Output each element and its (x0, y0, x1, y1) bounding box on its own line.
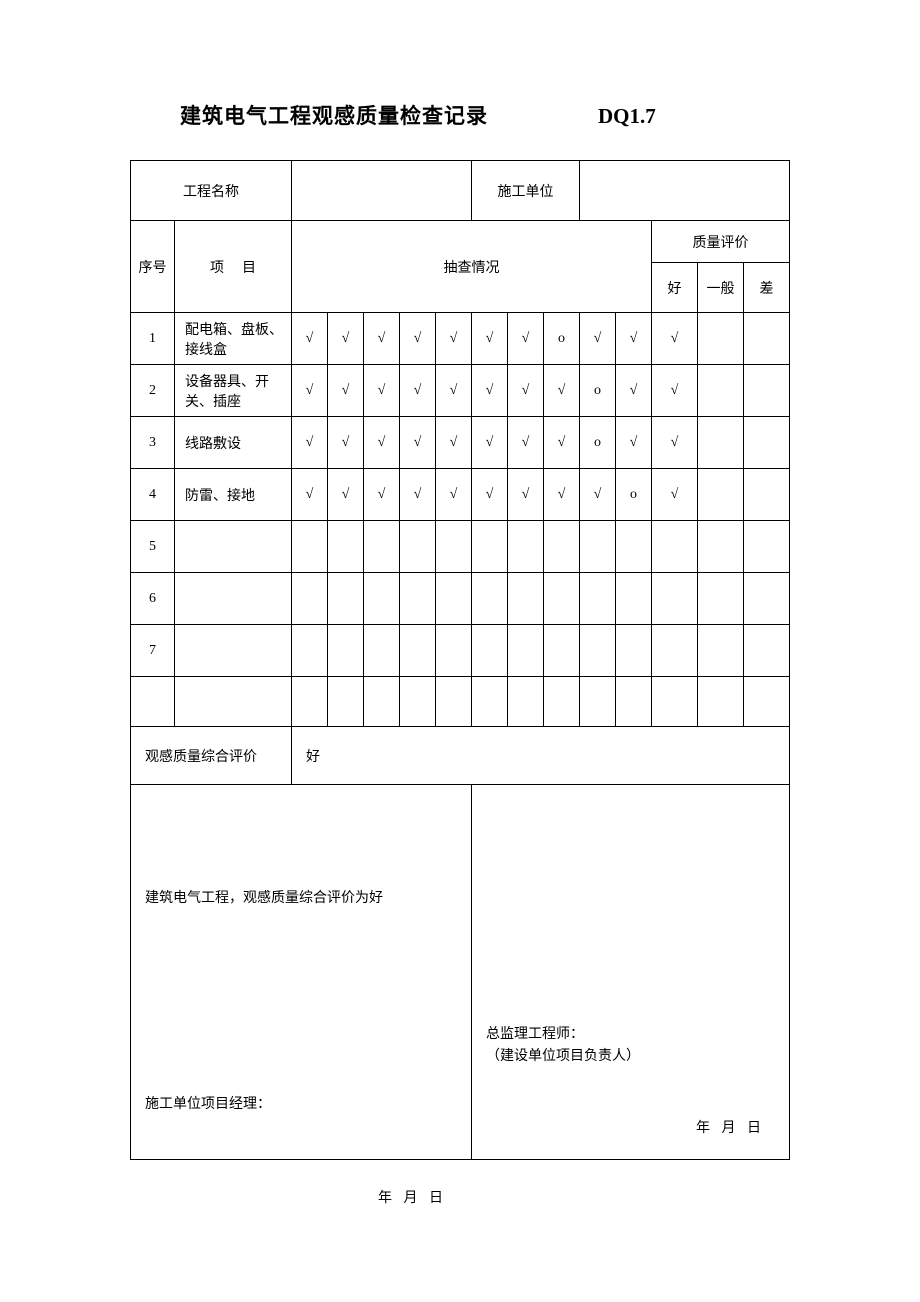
page-title: 建筑电气工程观感质量检查记录 (180, 100, 488, 130)
remark-right (472, 785, 790, 1010)
col-check-status: 抽查情况 (292, 221, 652, 313)
sign-left-role: 施工单位项目经理： (145, 1094, 457, 1116)
sign-right: 总监理工程师： （建设单位项目负责人） 年 月 日 (472, 1010, 790, 1160)
table-row: 7 (131, 625, 790, 677)
summary-label: 观感质量综合评价 (131, 727, 292, 785)
remark-left: 建筑电气工程，观感质量综合评价为好 (131, 785, 472, 1010)
inspection-table: 工程名称 施工单位 序号 项目 抽查情况 质量评价 好 一般 差 1 配电箱、盘… (130, 160, 790, 1160)
col-good: 好 (652, 263, 698, 313)
contractor-value (580, 161, 790, 221)
col-item: 项目 (175, 221, 292, 313)
sign-right-date: 年 月 日 (696, 1117, 765, 1137)
col-quality-eval: 质量评价 (652, 221, 790, 263)
document-code: DQ1.7 (598, 104, 656, 129)
table-row: 3 线路敷设 √√√√√√√√o√ √ (131, 417, 790, 469)
table-row: 5 (131, 521, 790, 573)
summary-value: 好 (292, 727, 790, 785)
sign-right-role1: 总监理工程师： (486, 1024, 775, 1046)
sign-left-date: 年 月 日 (378, 1187, 447, 1207)
table-row: 1 配电箱、盘板、接线盒 √ √ √ √ √ √ √ o √ √ √ (131, 313, 790, 365)
col-bad: 差 (744, 263, 790, 313)
contractor-label: 施工单位 (472, 161, 580, 221)
project-name-label: 工程名称 (131, 161, 292, 221)
table-row: 2 设备器具、开关、插座 √√√√√√√√o√ √ (131, 365, 790, 417)
table-row: 4 防雷、接地 √√√√√√√√√o √ (131, 469, 790, 521)
project-name-value (292, 161, 472, 221)
col-seq: 序号 (131, 221, 175, 313)
table-row: 6 (131, 573, 790, 625)
col-normal: 一般 (698, 263, 744, 313)
sign-right-role2: （建设单位项目负责人） (486, 1046, 775, 1068)
sign-left: 施工单位项目经理： 年 月 日 (131, 1010, 472, 1160)
table-row (131, 677, 790, 727)
